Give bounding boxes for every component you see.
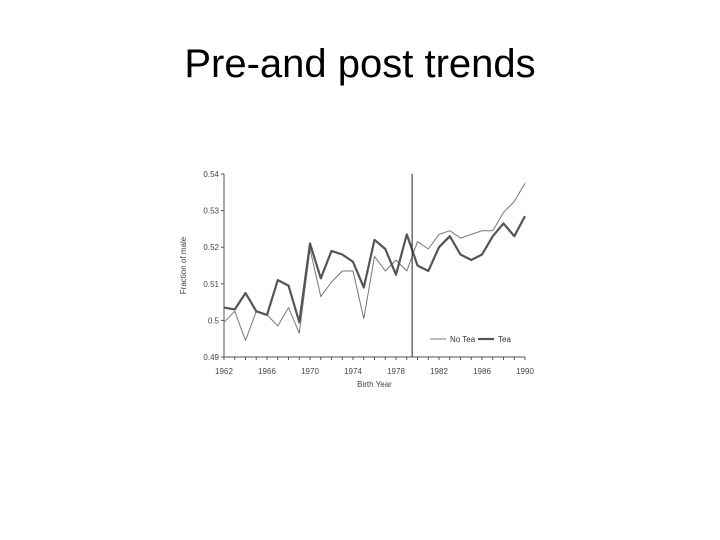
series-group — [223, 182, 526, 341]
series-line-tea — [223, 215, 526, 324]
x-tick-label: 1990 — [516, 367, 534, 376]
y-ticks: 0.49 0.5 0.51 0.52 0.53 0.54 — [203, 170, 224, 362]
x-tick-label: 1970 — [301, 367, 319, 376]
legend-label: No Tea — [450, 335, 476, 344]
x-tick-label: 1962 — [215, 367, 233, 376]
y-tick-label: 0.52 — [203, 243, 219, 252]
legend: No Tea Tea — [430, 335, 511, 344]
x-tick-label: 1986 — [473, 367, 491, 376]
x-tick-label: 1966 — [258, 367, 276, 376]
y-tick-label: 0.51 — [203, 280, 219, 289]
x-tick-label: 1982 — [430, 367, 448, 376]
x-axis-label: Birth Year — [357, 380, 392, 389]
x-tick-label: 1974 — [344, 367, 362, 376]
y-tick-label: 0.49 — [203, 353, 219, 362]
y-axis-label: Fraction of male — [179, 236, 188, 294]
x-ticks: 1962 1966 1970 1974 1978 1982 1986 1990 — [215, 357, 534, 376]
x-tick-label: 1978 — [387, 367, 405, 376]
slide-title: Pre-and post trends — [184, 42, 536, 86]
plot-area: 0.49 0.5 0.51 0.52 0.53 0.54 1962 1966 1970 1974… — [203, 170, 534, 376]
series-line-no-tea — [223, 182, 526, 341]
y-tick-label: 0.54 — [203, 170, 219, 179]
y-tick-label: 0.5 — [208, 316, 220, 325]
y-tick-label: 0.53 — [203, 207, 219, 216]
legend-label: Tea — [498, 335, 511, 344]
